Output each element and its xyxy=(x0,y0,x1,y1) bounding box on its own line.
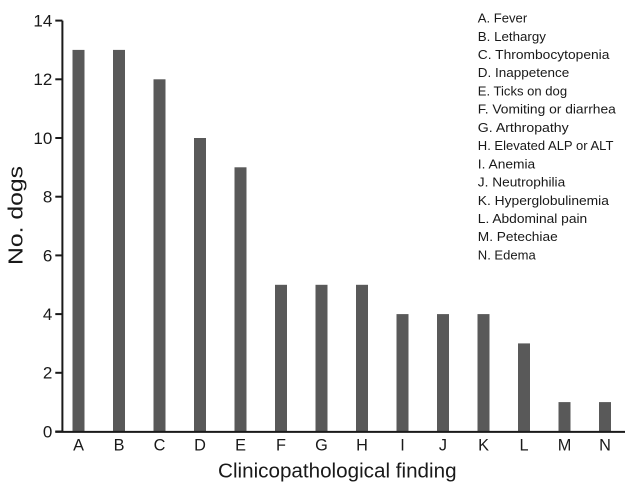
svg-text:M: M xyxy=(558,437,572,455)
svg-text:B: B xyxy=(114,437,125,455)
svg-text:F. Vomiting or diarrhea: F. Vomiting or diarrhea xyxy=(478,103,616,117)
svg-text:G: G xyxy=(315,437,328,455)
svg-text:6: 6 xyxy=(43,246,52,265)
svg-text:N. Edema: N. Edema xyxy=(478,248,536,262)
svg-text:L: L xyxy=(519,437,528,455)
svg-text:E. Ticks on dog: E. Ticks on dog xyxy=(478,84,567,98)
svg-text:D: D xyxy=(194,437,206,455)
svg-text:H: H xyxy=(356,437,368,455)
svg-text:C. Thrombocytopenia: C. Thrombocytopenia xyxy=(478,48,610,62)
svg-text:A. Fever: A. Fever xyxy=(478,12,527,26)
svg-text:D. Inappetence: D. Inappetence xyxy=(478,66,569,80)
svg-text:A: A xyxy=(73,437,84,455)
svg-text:F: F xyxy=(276,437,286,455)
svg-text:J. Neutrophilia: J. Neutrophilia xyxy=(478,176,565,190)
svg-text:K: K xyxy=(478,437,489,455)
svg-text:14: 14 xyxy=(33,12,52,31)
svg-text:0: 0 xyxy=(43,422,52,441)
svg-text:C: C xyxy=(154,437,166,455)
svg-text:K. Hyperglobulinemia: K. Hyperglobulinemia xyxy=(478,194,609,208)
svg-text:E: E xyxy=(235,437,246,455)
svg-text:2: 2 xyxy=(43,364,52,383)
svg-text:G. Arthropathy: G. Arthropathy xyxy=(478,121,570,135)
svg-text:B. Lethargy: B. Lethargy xyxy=(478,30,547,44)
svg-text:10: 10 xyxy=(33,129,52,148)
svg-text:I. Anemia: I. Anemia xyxy=(478,157,535,171)
svg-text:J: J xyxy=(439,437,447,455)
svg-text:4: 4 xyxy=(43,305,52,324)
svg-text:L. Abdominal pain: L. Abdominal pain xyxy=(478,212,587,226)
svg-text:N: N xyxy=(599,437,611,455)
svg-text:H. Elevated ALP or ALT: H. Elevated ALP or ALT xyxy=(478,139,614,153)
svg-text:No. dogs: No. dogs xyxy=(6,166,28,265)
svg-text:I: I xyxy=(400,437,405,455)
svg-text:M. Petechiae: M. Petechiae xyxy=(478,230,558,244)
svg-text:8: 8 xyxy=(43,188,52,207)
svg-text:12: 12 xyxy=(33,70,52,89)
svg-text:Clinicopathological finding: Clinicopathological finding xyxy=(218,460,457,482)
